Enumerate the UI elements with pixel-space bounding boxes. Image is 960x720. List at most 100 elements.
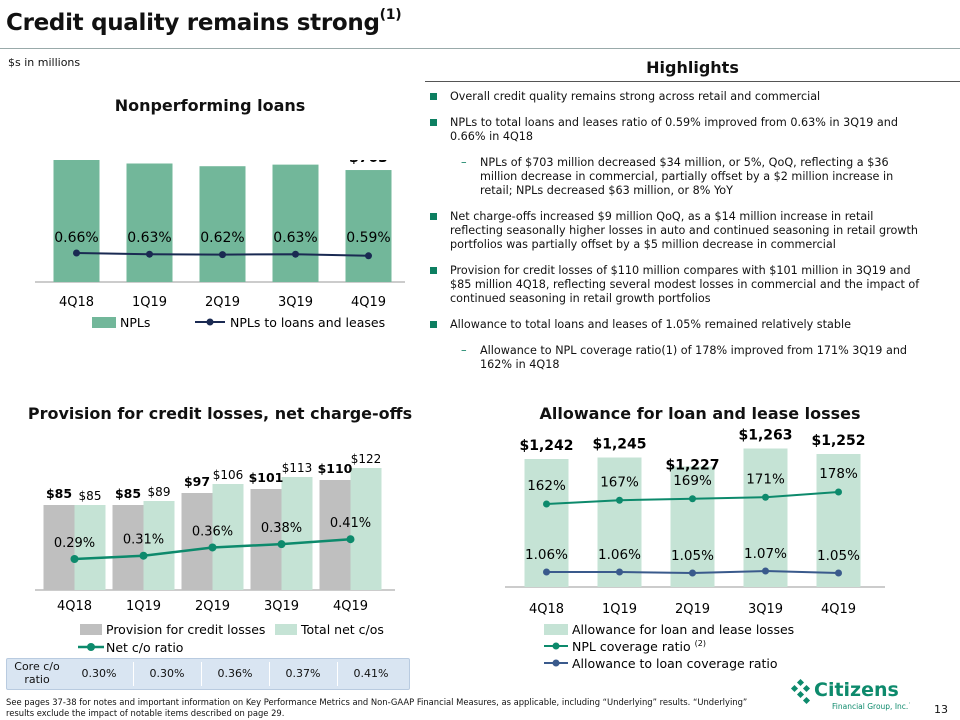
- npl-ratio-point: [219, 251, 226, 259]
- highlight-text: Provision for credit losses of $110 mill…: [450, 264, 920, 305]
- legend-provision-swatch: [80, 624, 102, 635]
- nco-ratio-label: 0.29%: [54, 536, 95, 551]
- units-note: $s in millions: [8, 56, 81, 69]
- legend-nco-ratio-label: Net c/o ratio: [106, 640, 183, 655]
- x-tick-label: 4Q18: [529, 602, 564, 617]
- legend-nco-swatch: [275, 624, 297, 635]
- x-tick-label: 4Q18: [57, 599, 92, 614]
- npl-bar-label: $727: [203, 160, 242, 162]
- dash-bullet-icon: –: [461, 156, 467, 169]
- legend-allowance-label: Allowance for loan and lease losses: [572, 622, 794, 637]
- nco-bar: [212, 484, 244, 590]
- npl-ratio-label: 0.66%: [54, 230, 98, 246]
- allowance-bar: [597, 457, 642, 587]
- provision-bar-label: $85: [115, 486, 141, 501]
- dash-bullet-icon: –: [461, 344, 467, 357]
- highlight-text: Allowance to NPL coverage ratio(1) of 17…: [480, 344, 908, 371]
- npl-bar-label: $703: [349, 160, 388, 166]
- nco-ratio-point: [208, 543, 217, 552]
- allowance-ratio-label: 1.06%: [525, 547, 568, 563]
- legend-ratio-marker: [206, 318, 214, 326]
- x-tick-label: 4Q19: [351, 295, 386, 310]
- logo-subtitle: Financial Group, Inc.™: [832, 702, 910, 711]
- logo-name: Citizens: [814, 679, 899, 701]
- nco-bar-label: $113: [282, 461, 313, 475]
- allowance-bar: [670, 466, 715, 587]
- highlight-subitem: – Allowance to NPL coverage ratio(1) of 1…: [428, 344, 928, 372]
- npl-coverage-point: [543, 500, 550, 508]
- core-divider: [201, 662, 202, 686]
- provision-chart: $85 $85 0.29% 4Q18 $85 $89 0.31% 1Q19 $97 $106 0.3…: [35, 452, 395, 655]
- legend-nco-ratio-marker: [87, 643, 95, 651]
- nco-bar: [143, 501, 175, 590]
- nco-ratio-point: [346, 535, 355, 544]
- npl-ratio-label: 0.62%: [200, 230, 244, 246]
- square-bullet-icon: [430, 267, 437, 274]
- provision-bar: [319, 480, 351, 590]
- core-co-ratio-label: Core c/o ratio: [14, 660, 60, 686]
- square-bullet-icon: [430, 119, 437, 126]
- allowance-bar-label: $1,227: [665, 458, 719, 474]
- allowance-ratio-label: 1.05%: [817, 548, 860, 564]
- npl-ratio-point: [292, 250, 299, 258]
- footnote: See pages 37-38 for notes and important …: [6, 697, 748, 718]
- npl-coverage-point: [689, 495, 696, 503]
- x-tick-label: 4Q19: [333, 599, 368, 614]
- legend-coverage-label: NPL coverage ratio (2): [572, 639, 706, 654]
- x-tick-label: 4Q19: [821, 602, 856, 617]
- legend-ratio-label: NPLs to loans and leases: [230, 315, 385, 330]
- npl-coverage-label: 162%: [527, 478, 566, 494]
- npl-ratio-label: 0.59%: [346, 230, 390, 246]
- square-bullet-icon: [430, 213, 437, 220]
- npl-coverage-label: 167%: [600, 474, 639, 490]
- citizens-logo: Citizens Financial Group, Inc.™: [790, 678, 910, 711]
- nco-bar: [350, 468, 382, 590]
- nco-bar-label: $106: [213, 468, 244, 482]
- npl-ratio-point: [73, 249, 80, 257]
- npl-bar: [126, 163, 173, 282]
- nco-ratio-point: [139, 551, 148, 560]
- core-value: 0.37%: [285, 667, 321, 680]
- highlight-item: Allowance to total loans and leases of 1…: [428, 318, 928, 332]
- allowance-chart-title: Allowance for loan and lease losses: [539, 404, 861, 423]
- x-tick-label: 3Q19: [748, 602, 783, 617]
- x-tick-label: 1Q19: [126, 599, 161, 614]
- core-value: 0.41%: [353, 667, 389, 680]
- provision-chart-title: Provision for credit losses, net charge-…: [27, 404, 413, 423]
- x-tick-label: 2Q19: [205, 295, 240, 310]
- npl-ratio-label: 0.63%: [127, 230, 171, 246]
- npl-coverage-point: [835, 488, 842, 496]
- nco-bar-label: $85: [79, 489, 102, 503]
- nco-ratio-label: 0.41%: [330, 516, 371, 531]
- highlight-text: Net charge-offs increased $9 million QoQ…: [450, 210, 918, 251]
- npl-bar: [53, 160, 100, 282]
- x-tick-label: 1Q19: [602, 602, 637, 617]
- npl-chart-title: Nonperforming loans: [114, 96, 306, 115]
- page-number: 13: [934, 703, 948, 716]
- title-divider: [0, 48, 960, 49]
- legend-npl-label: NPLs: [120, 315, 150, 330]
- highlight-text: NPLs of $703 million decreased $34 milli…: [480, 156, 894, 197]
- x-tick-label: 3Q19: [278, 295, 313, 310]
- highlight-subitem: – NPLs of $703 million decreased $34 mill…: [428, 156, 928, 198]
- x-tick-label: 4Q18: [59, 295, 94, 310]
- citizens-logo-mark: [790, 678, 811, 705]
- npl-bar: [345, 170, 392, 282]
- npl-bar: [199, 166, 246, 282]
- npl-coverage-point: [616, 496, 623, 504]
- provision-bar-label: $85: [46, 486, 72, 501]
- highlight-item: Provision for credit losses of $110 mill…: [428, 264, 928, 306]
- allowance-ratio-label: 1.06%: [598, 547, 641, 563]
- highlight-item: Net charge-offs increased $9 million QoQ…: [428, 210, 928, 252]
- provision-bar-label: $101: [249, 470, 284, 485]
- nco-ratio-point: [277, 540, 286, 549]
- core-co-ratio-row: Core c/o ratio 0.30% 0.30% 0.36% 0.37% 0…: [6, 658, 410, 690]
- nco-bar-label: $89: [148, 485, 171, 499]
- x-tick-label: 3Q19: [264, 599, 299, 614]
- allowance-bar: [743, 448, 788, 587]
- core-value: 0.30%: [81, 667, 117, 680]
- core-value: 0.30%: [149, 667, 185, 680]
- page-title: Credit quality remains strong(1): [6, 7, 402, 36]
- nco-bar-label: $122: [351, 452, 382, 466]
- provision-bar: [112, 505, 144, 590]
